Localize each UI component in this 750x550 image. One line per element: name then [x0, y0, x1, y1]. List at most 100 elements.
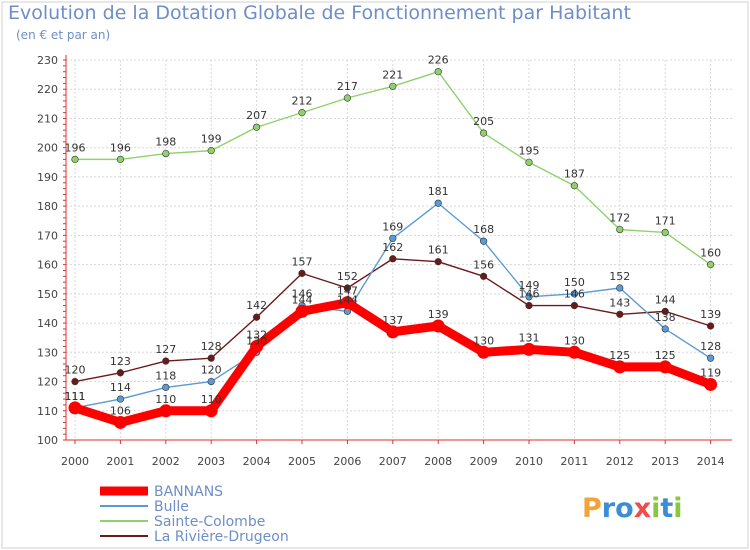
data-label: 144	[292, 293, 313, 306]
data-point	[706, 322, 715, 330]
data-point	[477, 345, 491, 359]
data-label: 207	[246, 109, 267, 122]
data-label: 119	[700, 366, 721, 379]
grid-layer	[66, 59, 732, 441]
data-point	[207, 377, 215, 386]
x-tick-label: 2001	[106, 455, 134, 468]
legend-label: Sainte-Colombe	[154, 514, 265, 530]
data-label: 120	[201, 364, 222, 377]
data-label: 152	[337, 270, 358, 283]
data-point	[661, 325, 669, 333]
data-label: 110	[201, 393, 222, 406]
x-tick-label: 2008	[424, 455, 452, 468]
data-point	[706, 354, 715, 362]
y-tick-label: 200	[37, 142, 58, 155]
data-label: 123	[110, 355, 131, 368]
y-tick-label: 230	[37, 54, 58, 67]
data-point	[162, 357, 170, 365]
data-point	[253, 313, 261, 321]
data-point	[116, 155, 124, 163]
y-tick-label: 220	[37, 83, 58, 96]
data-label: 111	[65, 390, 86, 403]
data-label: 131	[519, 331, 540, 344]
data-label: 118	[155, 369, 176, 382]
data-label: 128	[201, 340, 222, 353]
y-tick-label: 160	[37, 259, 58, 272]
data-label: 146	[519, 288, 540, 301]
data-point	[616, 310, 624, 318]
legend-label: BANNANS	[154, 484, 223, 500]
data-label: 128	[700, 340, 721, 353]
data-label: 156	[473, 258, 494, 271]
data-label: 106	[110, 404, 131, 417]
label-layer: 120 123 127 128 142 157 152 162 161 156 146 146 143 1…	[65, 54, 722, 418]
x-tick-label: 2005	[288, 455, 316, 468]
y-tick-label: 140	[37, 317, 58, 330]
data-point	[389, 82, 397, 90]
data-point	[616, 284, 624, 292]
data-point	[434, 68, 442, 76]
data-label: 168	[473, 223, 494, 236]
data-label: 132	[246, 328, 267, 341]
x-tick-label: 2013	[651, 455, 679, 468]
data-point	[162, 383, 170, 391]
data-point	[525, 301, 533, 310]
axis-layer: 100 110 120 130 140 150 160 170 180 190 200 210 220 2…	[37, 54, 732, 468]
y-tick-label: 130	[37, 346, 58, 359]
data-label: 171	[655, 214, 676, 227]
data-label: 169	[382, 220, 403, 233]
data-label: 125	[655, 349, 676, 362]
x-tick-label: 2007	[379, 455, 407, 468]
data-label: 144	[337, 293, 358, 306]
data-point	[386, 325, 400, 339]
x-tick-label: 2006	[333, 455, 361, 468]
data-point	[616, 225, 624, 234]
data-label: 157	[292, 255, 313, 268]
data-point	[116, 369, 124, 377]
data-label: 146	[292, 288, 313, 301]
x-tick-label: 2014	[697, 455, 725, 468]
data-label: 221	[382, 68, 403, 81]
data-point	[480, 272, 488, 280]
data-point	[704, 377, 718, 391]
data-point	[389, 234, 397, 242]
data-label: 142	[246, 299, 267, 312]
chart-title: Evolution de la Dotation Globale de Fonc…	[8, 2, 631, 24]
data-label: 196	[110, 141, 131, 154]
data-label: 199	[201, 133, 222, 146]
data-label: 130	[246, 334, 267, 347]
data-label: 130	[473, 334, 494, 347]
data-point	[431, 319, 445, 333]
y-tick-label: 170	[37, 229, 58, 242]
data-label: 130	[564, 334, 585, 347]
data-point	[706, 261, 715, 269]
data-label: 212	[292, 95, 313, 108]
data-point	[207, 147, 215, 155]
data-point	[71, 155, 79, 163]
x-tick-label: 2009	[470, 455, 498, 468]
data-point	[522, 342, 536, 356]
data-point	[525, 158, 533, 166]
data-point	[162, 149, 170, 158]
data-point	[613, 360, 627, 374]
data-point	[116, 395, 124, 403]
data-point	[658, 360, 672, 374]
data-point	[480, 237, 488, 245]
data-point	[71, 377, 79, 386]
legend-label: Bulle	[154, 499, 189, 515]
data-label: 114	[110, 381, 131, 394]
y-tick-label: 180	[37, 200, 58, 213]
data-point	[343, 94, 352, 102]
x-tick-label: 2011	[560, 455, 588, 468]
y-tick-label: 120	[37, 376, 58, 389]
data-label: 110	[155, 393, 176, 406]
x-tick-label: 2004	[243, 455, 271, 468]
plot-area	[66, 60, 732, 441]
data-point	[253, 123, 261, 131]
data-label: 195	[519, 144, 540, 157]
data-label: 152	[609, 270, 630, 283]
data-point	[207, 354, 215, 362]
data-point	[68, 401, 82, 415]
